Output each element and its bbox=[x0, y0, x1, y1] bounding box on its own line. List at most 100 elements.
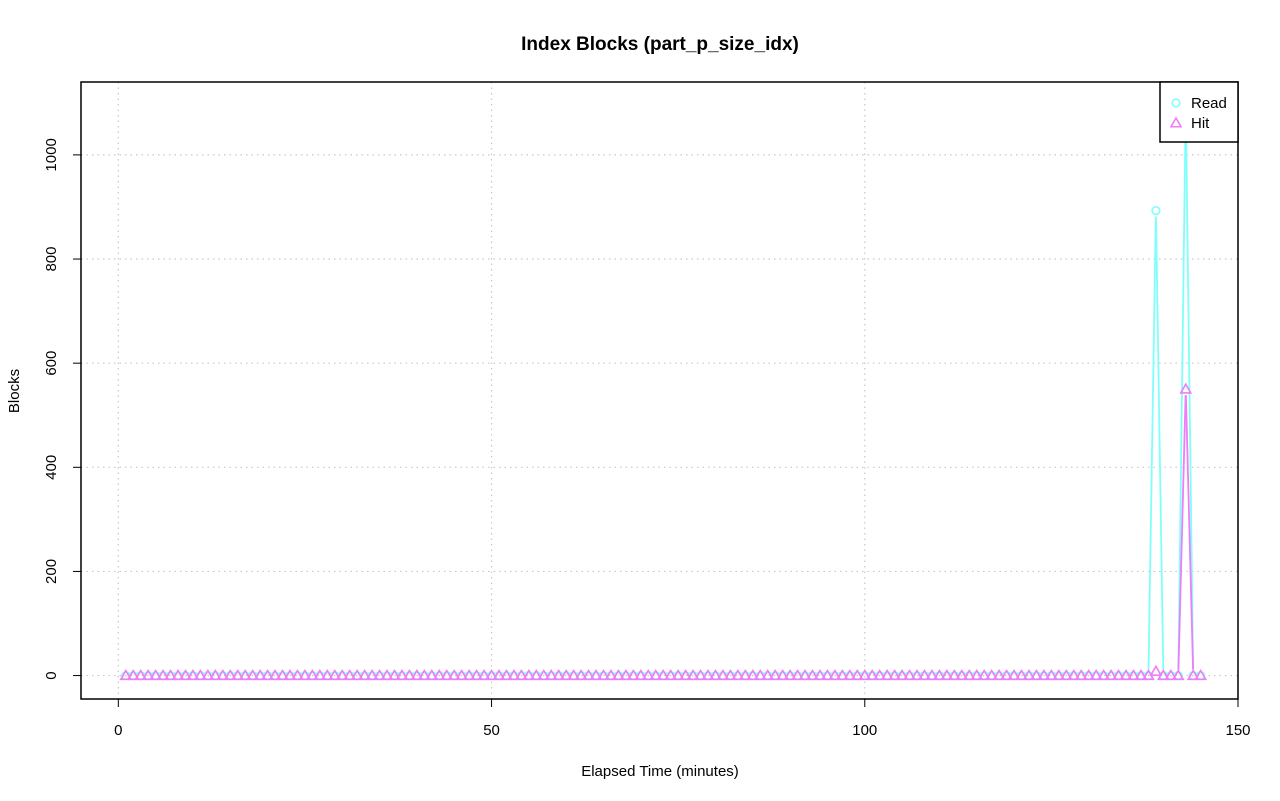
y-tick-label: 800 bbox=[43, 247, 60, 272]
data-point bbox=[634, 668, 648, 681]
data-point bbox=[1059, 668, 1073, 681]
data-point bbox=[306, 668, 319, 681]
data-point bbox=[813, 668, 827, 681]
data-point bbox=[716, 668, 730, 681]
y-tick-label: 1000 bbox=[43, 138, 60, 171]
y-tick-label: 200 bbox=[43, 559, 60, 584]
data-point bbox=[373, 668, 386, 681]
grid bbox=[81, 82, 1239, 699]
legend-marker bbox=[1169, 116, 1183, 128]
data-point bbox=[365, 668, 379, 681]
data-point bbox=[328, 668, 342, 681]
data-point bbox=[261, 668, 274, 681]
data-point bbox=[141, 668, 155, 681]
data-point bbox=[1089, 668, 1103, 681]
legend-item-read: Read bbox=[1171, 95, 1227, 112]
data-point bbox=[686, 668, 700, 681]
data-point bbox=[343, 668, 357, 681]
data-point bbox=[903, 668, 916, 681]
data-point bbox=[186, 668, 200, 681]
data-point bbox=[164, 668, 177, 681]
data-point bbox=[350, 668, 364, 681]
plot-frame bbox=[80, 81, 1239, 700]
data-point bbox=[955, 668, 969, 681]
data-point bbox=[567, 668, 581, 681]
data-point bbox=[134, 668, 148, 681]
data-point bbox=[933, 668, 946, 681]
data-point bbox=[313, 668, 327, 681]
data-point bbox=[529, 668, 543, 681]
data-point bbox=[947, 668, 961, 681]
data-point bbox=[1171, 668, 1185, 681]
data-point bbox=[156, 668, 170, 681]
data-point bbox=[724, 668, 737, 681]
data-point bbox=[1127, 668, 1140, 681]
series-line-segment bbox=[1155, 216, 1165, 670]
data-point bbox=[246, 668, 260, 681]
axes: 0 50 100 150 0 200 400 600 800 1000 bbox=[43, 138, 1251, 739]
legend-marker bbox=[1171, 98, 1181, 108]
data-point bbox=[910, 668, 924, 681]
data-point bbox=[649, 668, 663, 681]
data-point bbox=[507, 668, 521, 681]
data-point bbox=[1179, 382, 1193, 394]
data-point bbox=[268, 668, 282, 681]
data-point bbox=[1022, 668, 1036, 681]
data-point bbox=[962, 668, 976, 681]
data-point bbox=[410, 668, 424, 681]
data-point bbox=[574, 668, 588, 681]
series-layer bbox=[119, 99, 1208, 681]
data-point bbox=[1000, 668, 1013, 681]
data-point bbox=[589, 668, 603, 681]
data-point bbox=[619, 668, 633, 681]
data-point bbox=[440, 668, 454, 681]
data-point bbox=[626, 668, 640, 681]
data-point bbox=[1151, 206, 1161, 216]
data-point bbox=[1082, 668, 1096, 681]
data-point bbox=[1156, 668, 1170, 681]
x-tick-label: 150 bbox=[1225, 722, 1250, 739]
series-line-segment bbox=[1185, 395, 1194, 670]
data-point bbox=[544, 668, 558, 681]
data-point bbox=[149, 668, 163, 681]
data-point bbox=[492, 668, 506, 681]
x-tick-label: 0 bbox=[114, 722, 122, 739]
data-point bbox=[843, 668, 857, 681]
data-point bbox=[358, 668, 372, 681]
data-point bbox=[1007, 668, 1021, 681]
data-point bbox=[1104, 668, 1118, 681]
data-point bbox=[768, 668, 782, 681]
data-point bbox=[462, 668, 476, 681]
data-point bbox=[664, 668, 678, 681]
data-point bbox=[746, 668, 760, 681]
data-point bbox=[477, 668, 491, 681]
data-point bbox=[1119, 668, 1133, 681]
data-point bbox=[709, 668, 722, 681]
data-point bbox=[738, 668, 752, 681]
chart-title: Index Blocks (part_p_size_idx) bbox=[521, 34, 799, 55]
data-point bbox=[171, 668, 185, 681]
data-point bbox=[425, 668, 439, 681]
data-point bbox=[1074, 668, 1088, 681]
data-point bbox=[582, 668, 595, 681]
data-point bbox=[918, 668, 931, 681]
data-point bbox=[1097, 668, 1111, 681]
data-point bbox=[865, 668, 879, 681]
x-axis-label: Elapsed Time (minutes) bbox=[581, 763, 739, 780]
data-point bbox=[283, 668, 297, 681]
data-point bbox=[559, 668, 573, 681]
data-point bbox=[970, 668, 984, 681]
data-point bbox=[403, 668, 416, 681]
legend-label: Read bbox=[1191, 95, 1227, 112]
data-point bbox=[1052, 668, 1066, 681]
data-point bbox=[1186, 668, 1200, 681]
data-point bbox=[500, 668, 513, 681]
data-point bbox=[977, 668, 991, 681]
data-point bbox=[447, 668, 461, 681]
legend-item-hit: Hit bbox=[1169, 115, 1210, 132]
data-point bbox=[208, 668, 222, 681]
data-point bbox=[888, 668, 902, 681]
data-point bbox=[216, 668, 230, 681]
data-point bbox=[992, 668, 1006, 681]
data-point bbox=[320, 668, 334, 681]
